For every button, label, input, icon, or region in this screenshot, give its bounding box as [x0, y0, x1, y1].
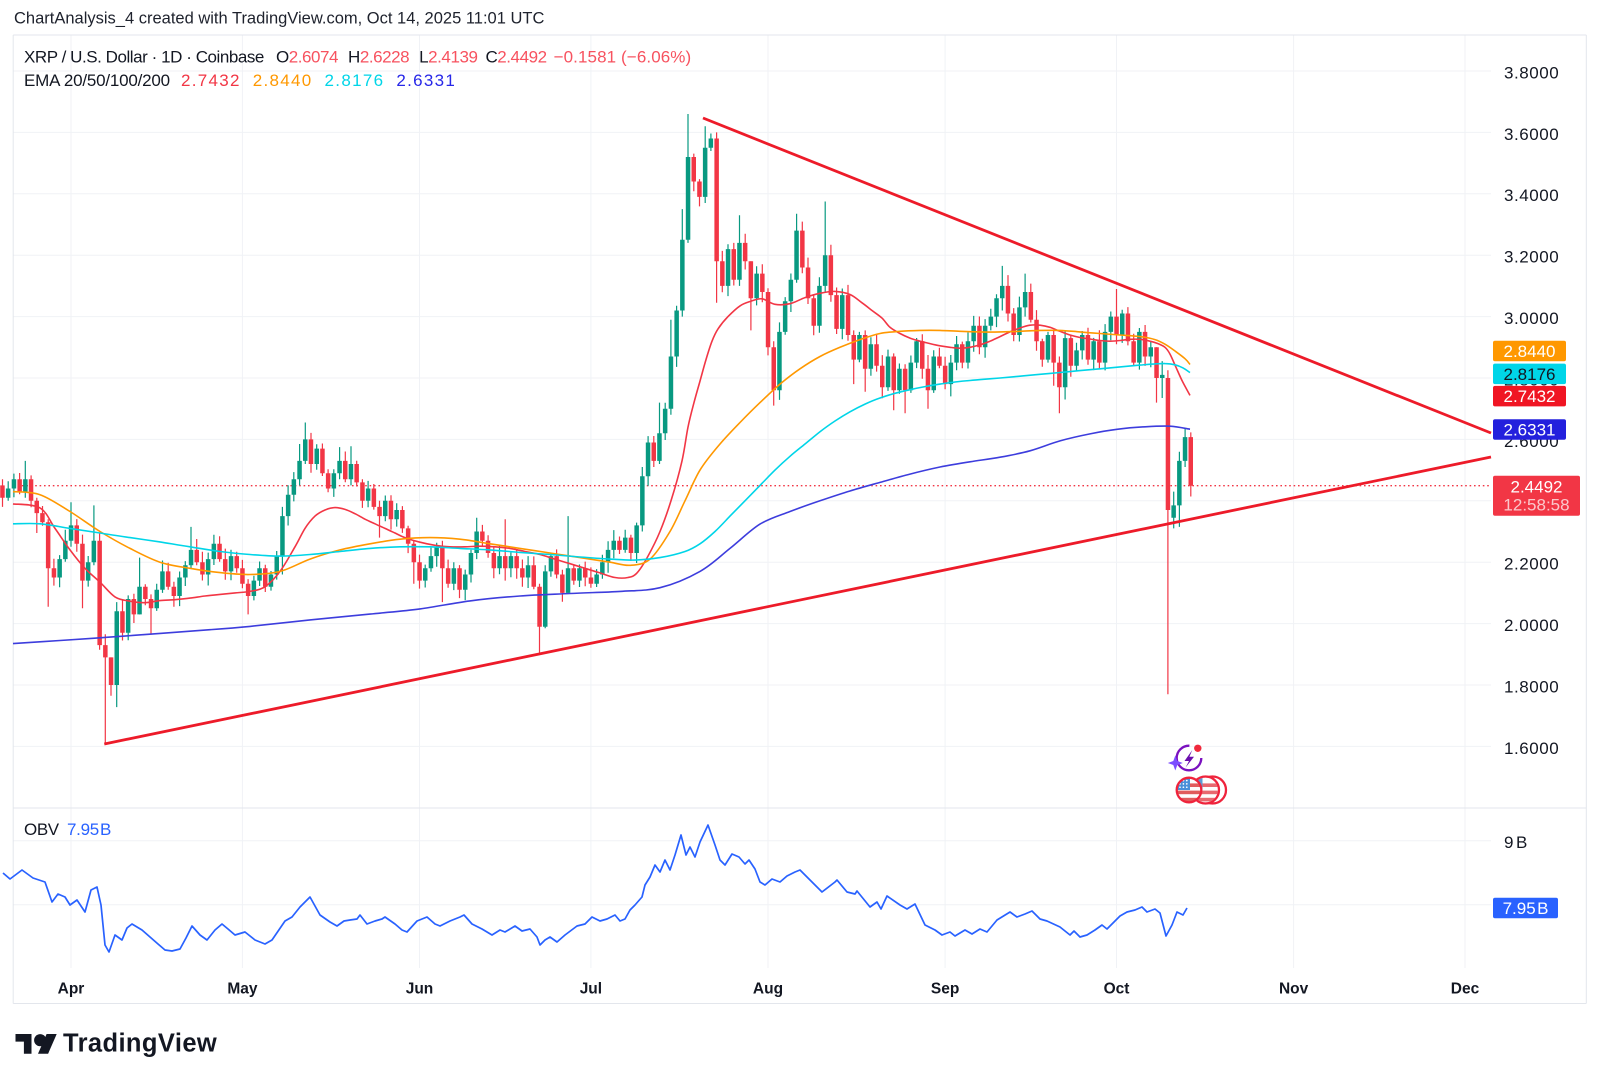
svg-text:1.8000: 1.8000: [1504, 677, 1559, 696]
svg-text:3.0000: 3.0000: [1504, 309, 1559, 328]
svg-text:2.0000: 2.0000: [1504, 616, 1559, 635]
svg-text:2.7432: 2.7432: [1504, 387, 1556, 406]
svg-text:ChartAnalysis_4 created with T: ChartAnalysis_4 created with TradingView…: [14, 10, 544, 28]
svg-text:XRP / U.S. Dollar · 1D · Coinb: XRP / U.S. Dollar · 1D · Coinbase O2.6074…: [24, 47, 691, 66]
svg-text:2.4492: 2.4492: [1511, 478, 1563, 497]
svg-text:7.95 B: 7.95 B: [67, 820, 111, 839]
svg-text:Nov: Nov: [1279, 980, 1309, 997]
svg-text:Aug: Aug: [753, 980, 783, 997]
svg-text:Jul: Jul: [580, 980, 602, 997]
svg-text:Apr: Apr: [58, 980, 85, 997]
svg-text:3.4000: 3.4000: [1504, 186, 1559, 205]
svg-text:2.2000: 2.2000: [1504, 555, 1559, 574]
svg-text:3.6000: 3.6000: [1504, 125, 1559, 144]
svg-text:Sep: Sep: [931, 980, 959, 997]
svg-text:Jun: Jun: [406, 980, 434, 997]
svg-text:2.8440: 2.8440: [1504, 342, 1556, 361]
svg-text:2.6331: 2.6331: [1504, 421, 1556, 440]
svg-text:OBV: OBV: [24, 820, 60, 839]
svg-text:May: May: [227, 980, 258, 997]
svg-text:3.8000: 3.8000: [1504, 63, 1559, 82]
svg-text:1.6000: 1.6000: [1504, 739, 1559, 758]
svg-text:Oct: Oct: [1104, 980, 1130, 997]
svg-text:2.8176: 2.8176: [1504, 365, 1556, 384]
svg-text:3.2000: 3.2000: [1504, 248, 1559, 267]
svg-text:TradingView: TradingView: [63, 1030, 217, 1058]
svg-text:Dec: Dec: [1451, 980, 1480, 997]
svg-text:12:58:58: 12:58:58: [1503, 495, 1569, 514]
svg-text:7.95 B: 7.95 B: [1503, 899, 1549, 918]
svg-text:9 B: 9 B: [1504, 833, 1528, 852]
